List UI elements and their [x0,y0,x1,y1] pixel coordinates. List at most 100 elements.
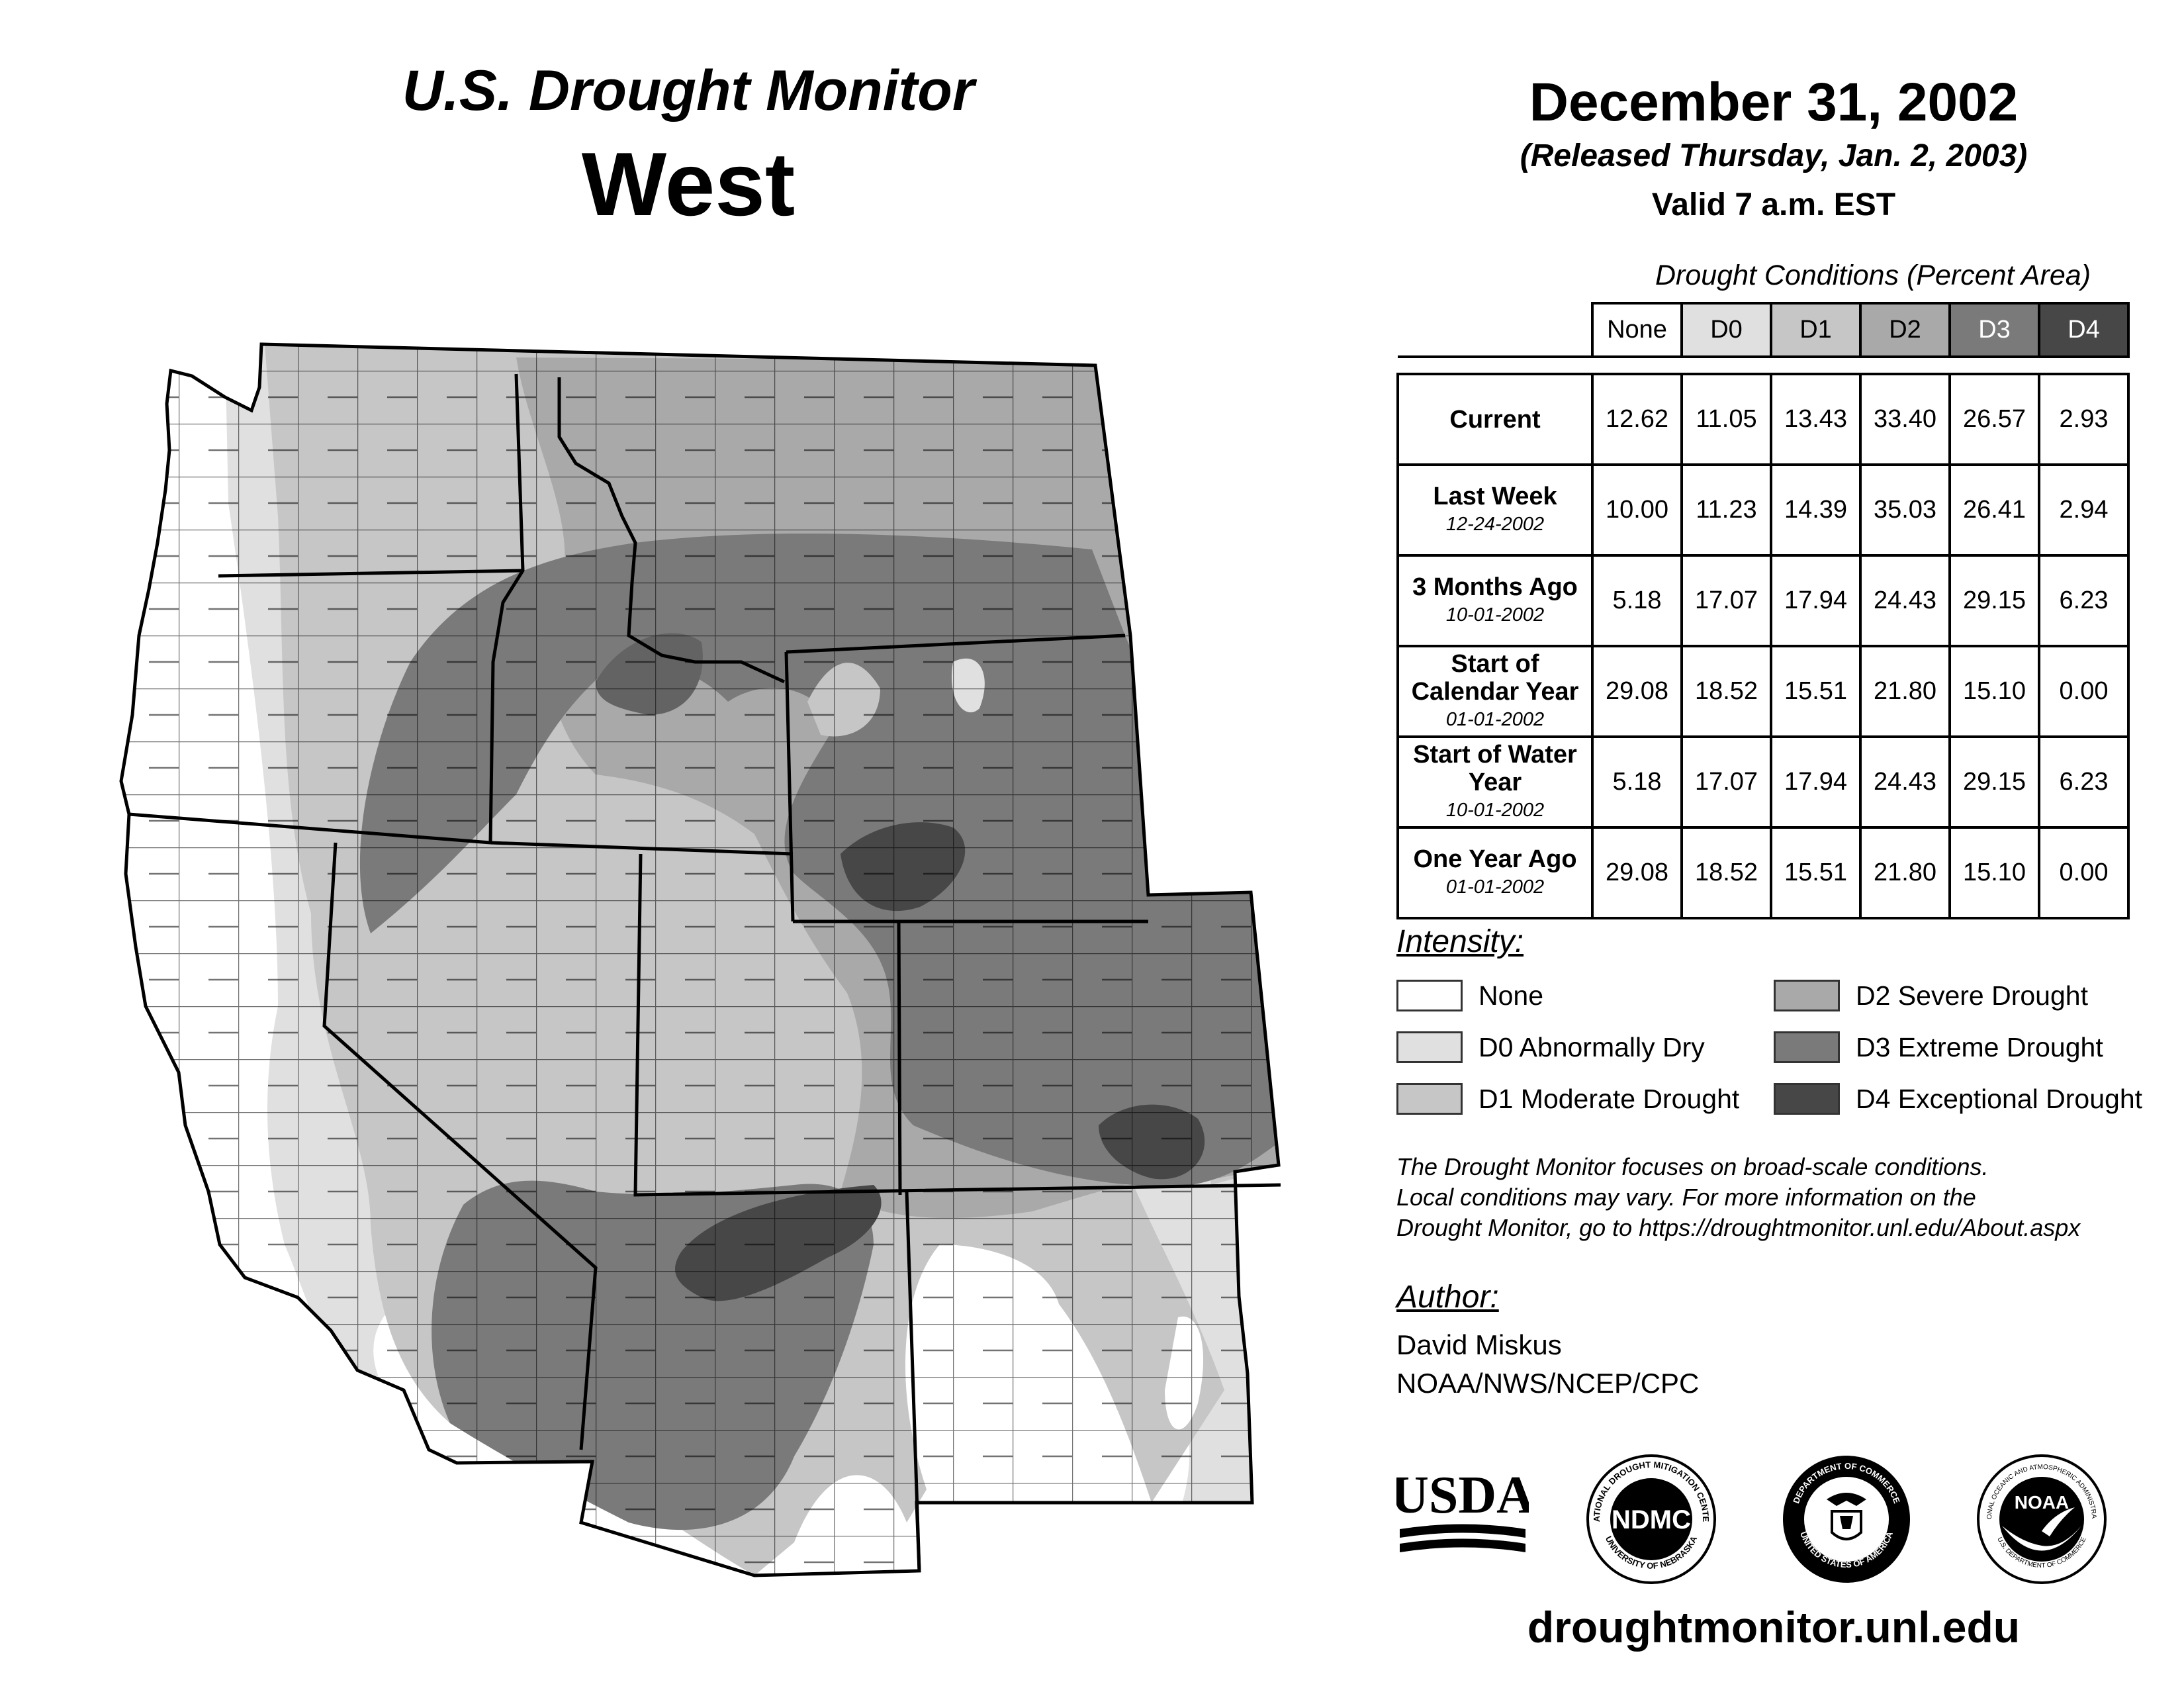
row-label: One Year Ago 01-01-2002 [1396,826,1594,919]
legend-label: D1 Moderate Drought [1479,1083,1740,1114]
table-cell: 17.07 [1680,735,1772,829]
row-label-text: Last Week [1433,482,1557,510]
table-row: Last Week 12-24-2002 10.00 11.23 14.39 35… [1396,463,2130,557]
drought-map [119,342,1281,1577]
row-label-date: 12-24-2002 [1445,513,1545,535]
table-cell: 21.80 [1859,645,1951,738]
row-label-date: 10-01-2002 [1445,799,1545,821]
usda-stripe [1400,1538,1525,1552]
legend-item-d4: D4 Exceptional Drought [1774,1083,2142,1115]
noaa-wave-icon [2002,1526,2081,1551]
legend-item-d2: D2 Severe Drought [1774,980,2088,1011]
table-cell: 10.00 [1591,463,1683,557]
drought-conditions-table: None D0 D1 D2 D3 D4 Current 12.62 11.05 … [1396,302,2130,919]
legend-item-none: None [1396,980,1543,1011]
map-region: West [581,134,796,234]
table-cell: 29.15 [1948,735,2040,829]
table-cell: 29.15 [1948,554,2040,647]
table-header-row: None D0 D1 D2 D3 D4 [1398,302,2130,358]
usda-stripe [1400,1524,1525,1538]
author-org: NOAA/NWS/NCEP/CPC [1396,1368,1700,1399]
table-cell: 14.39 [1770,463,1862,557]
table-row: One Year Ago 01-01-2002 29.08 18.52 15.51… [1396,826,2130,919]
table-cell: 15.51 [1770,645,1862,738]
ship-icon [1840,1516,1853,1529]
noaa-bird-icon [2042,1507,2075,1536]
release-date: (Released Thursday, Jan. 2, 2003) [1520,138,2028,173]
spacer-cell [1398,357,2128,375]
legend-swatch [1774,1083,1840,1115]
table-cell: 11.23 [1680,463,1772,557]
note-line: Local conditions may vary. For more info… [1396,1184,1976,1211]
row-label: Start of Calendar Year 01-01-2002 [1396,645,1594,738]
noaa-logo: NATIONAL OCEANIC AND ATMOSPHERIC ADMINIS… [1976,1453,2107,1584]
table-cell: 35.03 [1859,463,1951,557]
row-label: 3 Months Ago 10-01-2002 [1396,554,1594,647]
row-label-text: One Year Ago [1413,845,1577,873]
table-cell: 15.10 [1948,645,2040,738]
col-header-d2: D2 [1859,302,1951,358]
disclaimer-note: The Drought Monitor focuses on broad-sca… [1396,1152,2177,1243]
col-header-d1: D1 [1770,302,1862,358]
row-label-text: 3 Months Ago [1412,573,1578,601]
table-cell: 17.94 [1770,554,1862,647]
table-cell: 5.18 [1591,735,1683,829]
noaa-logo-text: NOAA [2015,1492,2069,1513]
table-cell: 29.08 [1591,645,1683,738]
table-caption: Drought Conditions (Percent Area) [1655,259,2091,291]
legend-swatch [1774,1031,1840,1063]
legend-label: None [1479,980,1544,1011]
map-date: December 31, 2002 [1529,72,2019,132]
row-label: Current [1396,373,1594,466]
note-line: Drought Monitor, go to https://droughtmo… [1396,1214,2081,1241]
legend-title: Intensity: [1396,924,1524,959]
table-cell: 29.08 [1591,826,1683,919]
table-cell: 33.40 [1859,373,1951,466]
header-blank [1398,303,1592,358]
legend-swatch [1774,980,1840,1011]
table-cell: 21.80 [1859,826,1951,919]
county-lines [121,344,1279,1575]
eagle-icon [1827,1493,1866,1506]
table-cell: 18.52 [1680,645,1772,738]
table-cell: 2.93 [2038,373,2130,466]
table-cell: 2.94 [2038,463,2130,557]
row-label-date: 01-01-2002 [1445,708,1545,730]
ndmc-logo-text: NDMC [1612,1505,1691,1534]
col-header-d4: D4 [2038,302,2130,358]
row-label-text: Current [1449,405,1541,434]
legend-item-d3: D3 Extreme Drought [1774,1031,2103,1063]
map-title: U.S. Drought Monitor [402,59,975,122]
usda-logo: USDA [1396,1466,1529,1552]
website-link[interactable]: droughtmonitor.unl.edu [1527,1603,2021,1652]
col-header-d3: D3 [1948,302,2040,358]
row-label-date: 01-01-2002 [1445,876,1545,898]
table-cell: 24.43 [1859,554,1951,647]
col-header-none: None [1591,302,1683,358]
table-cell: 26.41 [1948,463,2040,557]
legend-label: D4 Exceptional Drought [1856,1083,2143,1114]
col-header-d0: D0 [1680,302,1772,358]
table-cell: 15.10 [1948,826,2040,919]
table-cell: 17.07 [1680,554,1772,647]
author-name: David Miskus [1396,1329,1562,1360]
legend-swatch [1396,1031,1463,1063]
legend-item-d1: D1 Moderate Drought [1396,1083,1739,1115]
table-row: Current 12.62 11.05 13.43 33.40 26.57 2.… [1396,373,2130,466]
table-cell: 17.94 [1770,735,1862,829]
table-cell: 26.57 [1948,373,2040,466]
ndmc-logo: NATIONAL DROUGHT MITIGATION CENTER UNIVE… [1585,1453,1716,1584]
legend-swatch [1396,980,1463,1011]
legend-item-d0: D0 Abnormally Dry [1396,1031,1705,1063]
table-cell: 0.00 [2038,645,2130,738]
table-cell: 13.43 [1770,373,1862,466]
table-spacer [1398,357,2128,375]
table-row: Start of Calendar Year 01-01-2002 29.08 1… [1396,645,2130,738]
ndmc-center [1610,1478,1692,1560]
row-label: Start of Water Year 10-01-2002 [1396,735,1594,829]
shield-icon [1831,1510,1862,1540]
row-label-date: 10-01-2002 [1445,604,1545,626]
table-cell: 15.51 [1770,826,1862,919]
legend-label: D0 Abnormally Dry [1479,1031,1705,1062]
table-row: 3 Months Ago 10-01-2002 5.18 17.07 17.94 … [1396,554,2130,647]
